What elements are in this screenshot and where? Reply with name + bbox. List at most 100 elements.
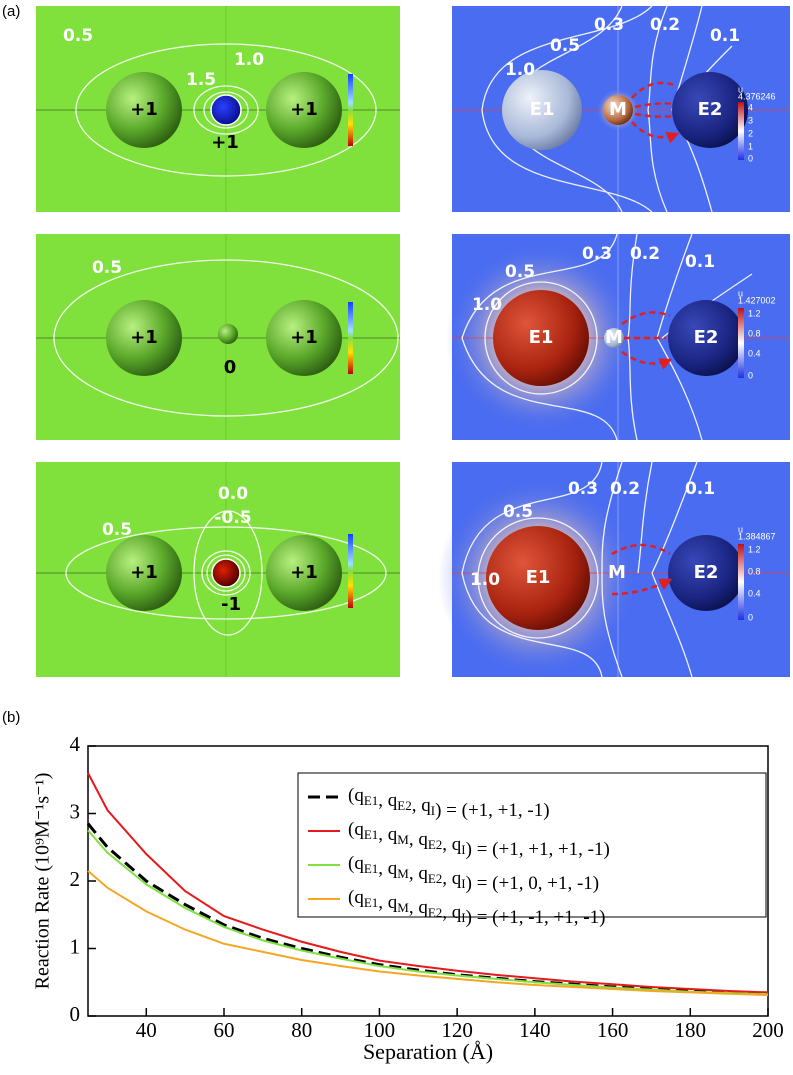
line-series	[87, 829, 769, 996]
contour-label: 0.5	[92, 258, 122, 278]
sphere	[106, 72, 182, 148]
contour	[201, 550, 251, 596]
panel-label: (a)	[2, 3, 20, 20]
x-tick-label: 120	[441, 1018, 473, 1042]
colorbar	[738, 102, 744, 160]
contour-label: 1.0	[470, 570, 500, 590]
contour-label: 0.2	[630, 244, 660, 264]
contour	[53, 259, 399, 417]
x-tick-label: 160	[597, 1018, 629, 1042]
sphere	[266, 300, 342, 376]
colorbar-tick: 1.2	[748, 308, 761, 318]
panel: u 1.384867 1.2 0.8 0.4 0 0.3 0.2 0.1 0.5…	[438, 461, 790, 678]
colorbar-tick: 0.4	[748, 348, 761, 358]
colorbar-tick: 4	[748, 102, 753, 112]
contour	[65, 526, 387, 620]
colorbar-tick: 1.2	[748, 544, 761, 554]
contour-label: 0.3	[582, 244, 612, 264]
arrow	[621, 311, 670, 363]
panel: u 1.427002 1.2 0.8 0.4 0 0.3 0.2 0.1 0.5…	[446, 233, 790, 441]
sphere	[211, 558, 241, 588]
colorbar-tick: 2	[748, 128, 753, 138]
charge-label: -1	[221, 594, 241, 615]
charge-label: +1	[290, 99, 318, 120]
arrow	[631, 81, 677, 137]
charge-label: +1	[211, 132, 239, 153]
colorbar	[738, 544, 744, 620]
y-tick-label: 1	[70, 934, 81, 958]
sphere-label: E1	[529, 327, 554, 348]
colorbar-tick: 0	[748, 153, 753, 163]
sphere	[603, 95, 633, 125]
contour	[203, 91, 249, 129]
sphere	[493, 290, 589, 386]
colorbar-tick: 3	[748, 115, 753, 125]
legend-box	[297, 772, 767, 918]
charge-label: +1	[130, 327, 158, 348]
panel: 0.5 1.0 1.5 +1 +1 +1	[36, 6, 400, 212]
contour-label: 1.0	[234, 50, 264, 70]
contour-label: 0.2	[610, 479, 640, 499]
x-tick-label: 80	[291, 1018, 312, 1042]
x-tick-label: 140	[519, 1018, 551, 1042]
contour-label: 0.5	[102, 520, 132, 540]
contour	[477, 517, 599, 639]
sphere	[106, 535, 182, 611]
contour-label: 0.1	[685, 252, 715, 272]
x-tick-label: 60	[214, 1018, 235, 1042]
sphere-label: M	[608, 562, 626, 583]
sphere	[486, 526, 590, 630]
sphere	[210, 94, 242, 126]
colorbar-tick: 0	[748, 612, 753, 622]
contour	[193, 510, 263, 636]
contour	[484, 281, 598, 395]
contour-label: 0.5	[550, 36, 580, 56]
contour-label: 0.1	[710, 26, 740, 46]
legend-label: (qE1, qE2, qI) = (+1, +1, -1)	[348, 785, 550, 821]
x-axis-label: Separation (Å)	[363, 1039, 493, 1064]
contour	[193, 85, 259, 135]
contour	[75, 43, 377, 177]
line-series	[87, 870, 769, 997]
colorbar-max: 1.427002	[738, 295, 776, 305]
contour-label: -0.5	[214, 508, 251, 528]
contour	[461, 461, 698, 678]
colorbar-tick: 0	[748, 370, 753, 380]
colorbar	[348, 74, 353, 146]
charge-label: +1	[290, 562, 318, 583]
legend-label: (qE1, qM, qE2, qI) = (+1, 0, +1, -1)	[348, 853, 599, 894]
contour-label: 1.0	[472, 295, 502, 315]
sphere	[266, 535, 342, 611]
contour-label: 1.5	[186, 70, 216, 90]
panel-label: (b)	[2, 709, 20, 726]
colorbar-unit: u	[738, 84, 743, 94]
y-tick-label: 2	[70, 867, 81, 891]
colorbar-max: 1.384867	[738, 531, 776, 541]
contour-label: 0.2	[650, 15, 680, 35]
colorbar-unit: u	[738, 524, 743, 534]
panel-bg	[36, 234, 400, 440]
contour-label: 0.3	[594, 15, 624, 35]
contour-label: 0.5	[63, 26, 93, 46]
sphere-label: E2	[694, 327, 719, 348]
charge-label: +1	[130, 562, 158, 583]
arrow	[611, 543, 670, 596]
contour-label: 0.0	[218, 484, 248, 504]
sphere	[672, 72, 748, 148]
sphere-label: E1	[526, 567, 551, 588]
charge-label: 0	[224, 357, 237, 378]
y-axis-label: Reaction Rate (10⁹M⁻¹s⁻¹)	[32, 773, 54, 990]
panel: 0.5 +1 +1 0	[36, 234, 400, 440]
colorbar-max: 4.376246	[738, 91, 776, 101]
y-tick-label: 3	[70, 799, 81, 823]
colorbar-tick: 0.8	[748, 566, 761, 576]
colorbar-tick: 0.8	[748, 328, 761, 338]
y-tick-label: 4	[70, 732, 81, 756]
colorbar	[348, 534, 353, 608]
sphere	[502, 70, 582, 150]
contour-label: 0.1	[685, 479, 715, 499]
legend-label: (qE1, qM, qE2, qI) = (+1, -1, +1, -1)	[348, 887, 605, 928]
sphere	[668, 535, 744, 611]
y-tick-label: 0	[70, 1002, 81, 1026]
